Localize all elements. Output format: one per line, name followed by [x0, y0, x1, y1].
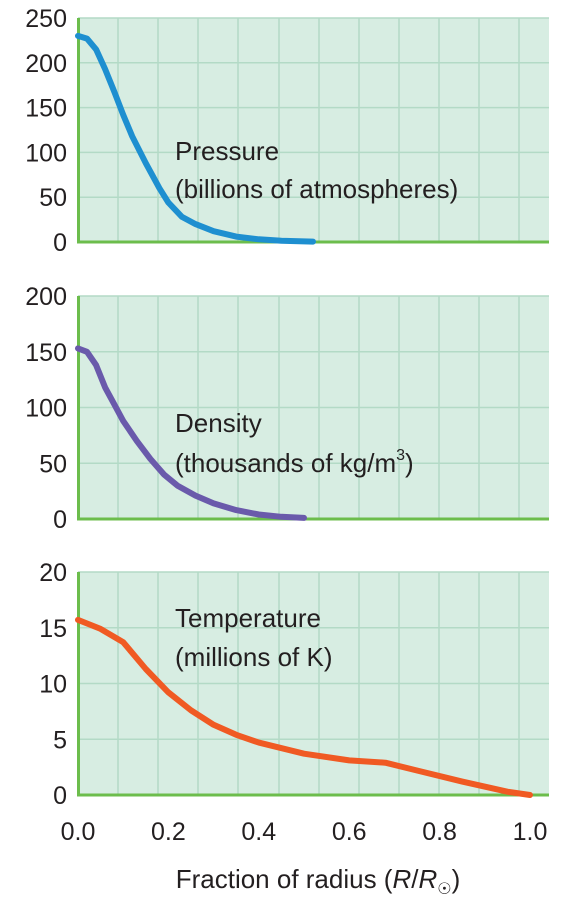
temperature-series-line	[75, 616, 533, 798]
x-axis-title-slash: /	[411, 864, 419, 894]
pressure-y-tick-label: 50	[39, 184, 67, 212]
density-panel: 200 150 100 50 0 Density (thousands of kg/m3…	[25, 283, 549, 534]
density-label-unit: (thousands of kg/m	[175, 448, 396, 478]
pressure-series-line	[75, 32, 316, 245]
density-label-superscript: 3	[396, 447, 405, 464]
x-tick-label: 0.4	[241, 818, 276, 846]
temperature-panel: 20 15 10 5 0 Temperature (millions of K)	[39, 559, 549, 810]
x-tick-label: 0.0	[61, 818, 96, 846]
x-tick-label: 0.2	[151, 818, 186, 846]
density-y-tick-label: 50	[39, 450, 67, 478]
x-axis-title-suffix: )	[452, 864, 461, 894]
density-y-tick-label: 100	[25, 395, 67, 423]
pressure-label-line2: (billions of atmospheres)	[175, 174, 458, 204]
pressure-label-line1: Pressure	[175, 136, 279, 166]
density-y-tick-label: 200	[25, 283, 67, 311]
x-tick-label: 1.0	[513, 818, 548, 846]
pressure-y-tick-label: 200	[25, 50, 67, 78]
temperature-y-tick-label: 0	[53, 782, 67, 810]
density-series-line	[75, 345, 307, 521]
pressure-y-tick-label: 250	[25, 5, 67, 33]
temperature-y-tick-label: 5	[53, 726, 67, 754]
sun-symbol: ☉	[437, 881, 451, 898]
pressure-y-tick-label: 100	[25, 139, 67, 167]
temperature-y-tick-label: 15	[39, 615, 67, 643]
density-label-line2: (thousands of kg/m3)	[175, 447, 414, 478]
x-axis-title: Fraction of radius (R/R☉)	[176, 864, 461, 898]
temperature-label-line1: Temperature	[175, 603, 321, 633]
density-y-tick-labels: 200 150 100 50 0	[25, 283, 67, 534]
pressure-y-tick-label: 0	[53, 229, 67, 257]
pressure-plot-background	[77, 18, 549, 242]
temperature-label-line2: (millions of K)	[175, 642, 332, 672]
pressure-y-tick-label: 150	[25, 95, 67, 123]
x-tick-labels: 0.0 0.2 0.4 0.6 0.8 1.0	[61, 818, 548, 846]
pressure-y-tick-labels: 250 200 150 100 50 0	[25, 5, 67, 257]
density-y-tick-label: 0	[53, 506, 67, 534]
x-axis-title-r: R	[392, 864, 411, 894]
x-axis-title-prefix: Fraction of radius (	[176, 864, 393, 894]
density-label-line1: Density	[175, 408, 262, 438]
temperature-y-tick-label: 20	[39, 559, 67, 587]
density-gridlines	[78, 295, 549, 519]
x-tick-label: 0.8	[422, 818, 457, 846]
density-label-close: )	[405, 448, 414, 478]
pressure-panel: 250 200 150 100 50 0 Pressure (billions of at…	[25, 5, 549, 257]
density-y-tick-label: 150	[25, 339, 67, 367]
x-axis-title-rsun: R	[418, 864, 437, 894]
temperature-y-tick-label: 10	[39, 671, 67, 699]
pressure-gridlines	[78, 17, 549, 242]
temperature-y-tick-labels: 20 15 10 5 0	[39, 559, 67, 810]
x-tick-label: 0.6	[332, 818, 367, 846]
